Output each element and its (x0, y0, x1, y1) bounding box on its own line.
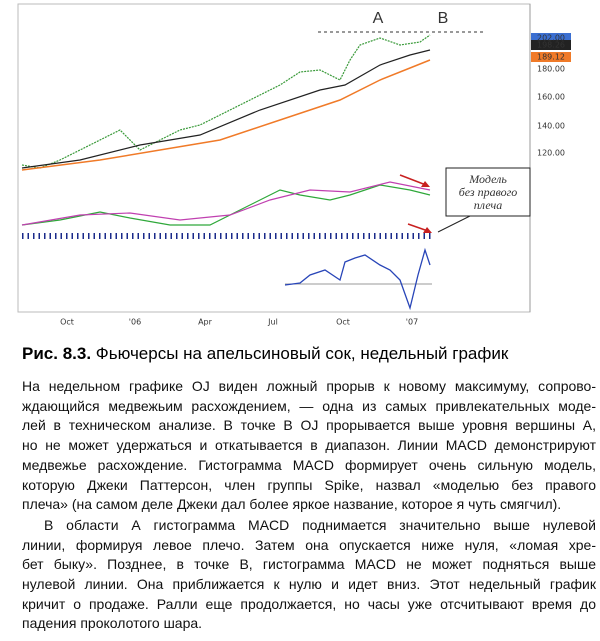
label-box (531, 33, 571, 43)
caption-text: Фьючерсы на апельсиновый сок, недельный … (95, 344, 509, 363)
text-line: линии, формируя левое плечо. Затем она о… (22, 536, 596, 553)
text-line: которую Джеки Паттерсон, член группы Spi… (22, 476, 596, 493)
point-label: A (373, 10, 384, 27)
signal-line (21, 181, 431, 226)
text-line: кричит о продаже. Ралли еще продолжается… (22, 595, 596, 612)
text-line: На недельном графике OJ виден ложный про… (22, 378, 596, 394)
y-tick-label: 120.00 (537, 149, 565, 158)
text-line: нулевой линии. Она приближается к нулю и… (22, 576, 596, 592)
text-line: медвежье расхождение. Гистограмма MACD ф… (22, 456, 596, 473)
price-bars (21, 34, 431, 169)
text-line: лей в техническом анализе. В точке В OJ … (22, 417, 596, 434)
arrow-head (423, 227, 432, 233)
y-tick-label: 202.00 (537, 34, 565, 43)
arrow-head (421, 181, 430, 187)
y-tick-label: 160.00 (537, 93, 565, 102)
fast-ema (21, 49, 431, 169)
text-line: ждающийся медвежьим расхождением, — одна… (22, 397, 596, 414)
callout-text: без правого (459, 185, 518, 199)
y-tick-label: 140.00 (537, 122, 565, 131)
histogram-line (284, 247, 431, 311)
callout-box (445, 167, 531, 217)
x-tick-label: '07 (406, 318, 418, 327)
caption-label: Рис. 8.3. (22, 344, 92, 363)
text-line: бет быку». Позднее, в точке В, гистограм… (22, 556, 596, 573)
y-tick-label: 198.26 (537, 41, 565, 50)
callout-text: плеча (474, 198, 502, 212)
x-tick-label: Apr (198, 318, 213, 327)
slow-ema (21, 59, 431, 171)
text-line: падения проколотого шара. (22, 615, 203, 632)
x-tick-label: '06 (129, 318, 141, 327)
text-line: плеча» (на самом деле Джеки дал более яр… (22, 496, 562, 513)
x-tick-label: Oct (60, 318, 74, 327)
arrow (399, 174, 427, 186)
x-tick-label: Jul (267, 318, 278, 327)
callout-pointer (437, 215, 471, 233)
text-line: но не может удержаться и откатывается в … (22, 437, 596, 454)
arrow (407, 223, 429, 232)
y-tick-label: 189.12 (537, 53, 565, 62)
label-box (531, 40, 571, 50)
x-tick-label: Oct (336, 318, 350, 327)
point-label: B (438, 10, 449, 27)
callout-text: Модель (468, 172, 507, 186)
label-box (531, 52, 571, 62)
y-tick-label: 180.00 (537, 65, 565, 74)
caption: Рис. 8.3. Фьючерсы на апельсиновый сок, … (22, 344, 508, 364)
macd-line (21, 184, 431, 226)
text-line: В области А гистограмма MACD поднимается… (44, 516, 596, 533)
plot-frame (17, 3, 531, 313)
